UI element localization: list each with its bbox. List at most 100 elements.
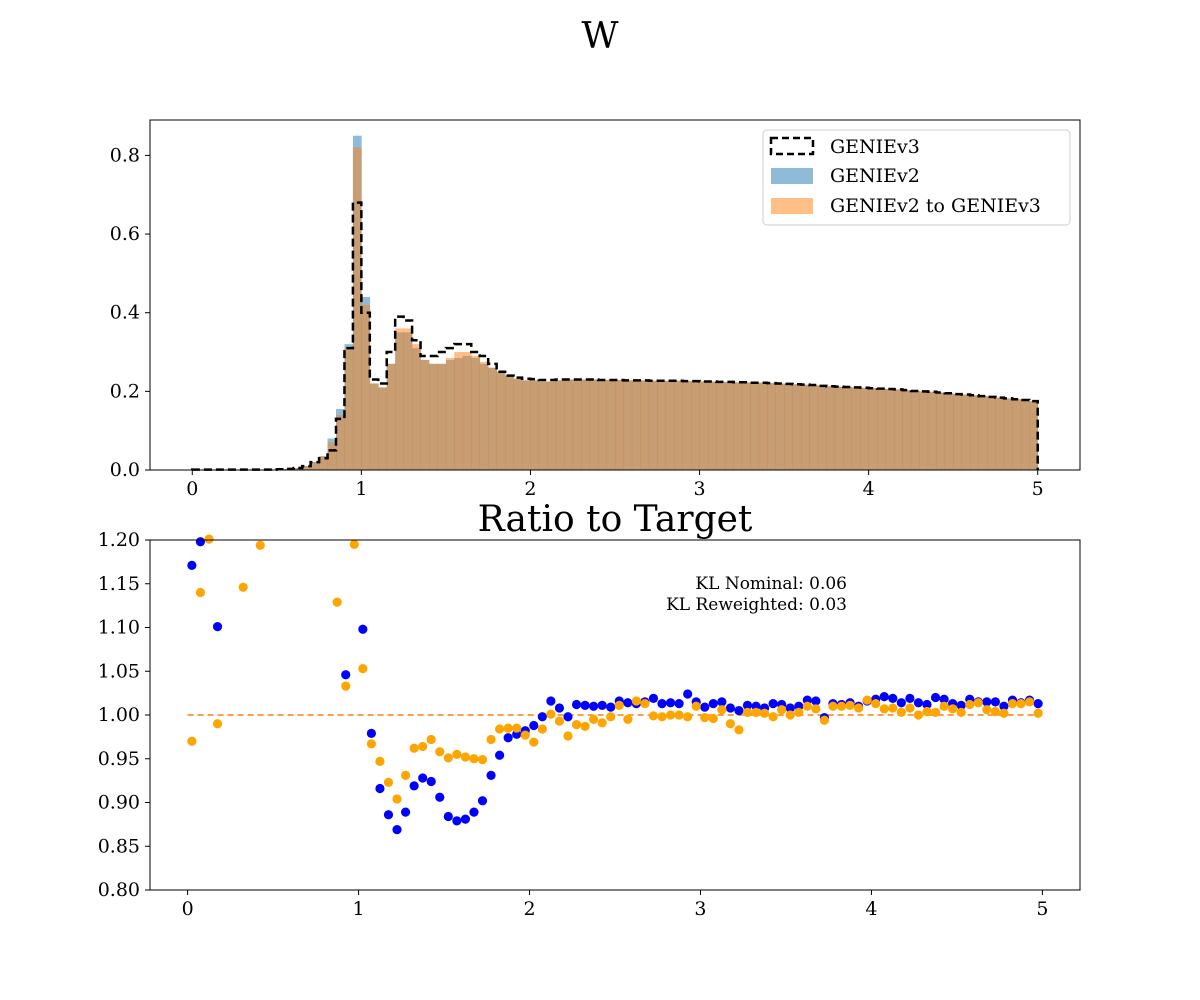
- ratio-point: [443, 811, 453, 822]
- ratio-point: [930, 707, 941, 717]
- ratio-point: [435, 792, 445, 802]
- ratio-point: [537, 724, 547, 734]
- ratio-point: [665, 710, 676, 720]
- histogram-bar: [767, 383, 776, 470]
- legend-label-genie-v2-to-v3: GENIEv2 to GENIEv3: [830, 195, 1041, 217]
- ratio-point: [990, 706, 1000, 717]
- ratio-point: [956, 700, 966, 710]
- ratio-point: [187, 560, 197, 570]
- histogram-axes-frame: [149, 119, 1081, 471]
- histogram-bar: [369, 383, 379, 470]
- ratio-point: [973, 698, 983, 708]
- histogram-bar: [462, 352, 472, 470]
- ratio-point: [913, 698, 924, 708]
- ratio-point: [879, 704, 889, 714]
- ratio-point: [520, 730, 530, 740]
- ratio-point: [212, 622, 223, 632]
- ratio-point: [366, 739, 376, 749]
- ratio-point: [358, 624, 368, 634]
- ratio-panel: Ratio to Target 0 1 2 3 4 5 0.80 0.85 0.90 0.95 1…: [98, 499, 1081, 920]
- ratio-point: [896, 698, 906, 708]
- ratio-point: [794, 707, 804, 717]
- histogram-bar: [877, 388, 886, 470]
- ratio-point: [400, 770, 411, 780]
- ratio-point: [862, 695, 872, 705]
- ratio-point: [554, 716, 565, 726]
- ratio-point: [854, 703, 864, 713]
- histogram-bar: [564, 379, 574, 470]
- ratio-point: [195, 537, 206, 547]
- histogram-bar: [496, 371, 506, 470]
- histogram-bar: [843, 387, 853, 470]
- histogram-bar: [327, 442, 337, 470]
- histogram-bar: [572, 379, 582, 470]
- y-tick-label: 1.05: [98, 660, 140, 682]
- histogram-bar: [293, 468, 303, 470]
- histogram-bar: [792, 384, 802, 470]
- x-tick-label: 0: [182, 898, 194, 920]
- histogram-bar: [615, 379, 624, 470]
- histogram-bar: [386, 363, 396, 470]
- legend-label-genie-v2: GENIEv2: [830, 165, 920, 187]
- histogram-bar: [513, 378, 523, 470]
- ratio-point: [742, 700, 753, 710]
- histogram-bar: [716, 381, 726, 470]
- ratio-point: [905, 703, 915, 713]
- ratio-point: [349, 539, 359, 549]
- ratio-point: [477, 796, 488, 806]
- ratio-point: [606, 712, 616, 722]
- ratio-series-1: [187, 534, 1043, 804]
- y-tick-label: 0.85: [98, 835, 140, 857]
- histogram-panel: 0 1 2 3 4 5 0.0 0.2 0.4 0.6 0.8 GENIEv3 GENIEv2 G…: [110, 119, 1081, 500]
- histogram-bar: [471, 355, 481, 470]
- ratio-point: [751, 707, 761, 717]
- ratio-point: [700, 713, 710, 723]
- histogram-bar: [488, 367, 497, 470]
- ratio-point: [187, 736, 197, 746]
- ratio-point: [631, 696, 641, 706]
- ratio-point: [255, 540, 265, 550]
- ratio-point: [460, 814, 471, 824]
- x-tick-label: 3: [694, 898, 706, 920]
- legend-swatch-genie-v2: [771, 168, 813, 184]
- ratio-point: [375, 783, 385, 794]
- x-tick-label: 5: [1032, 478, 1044, 500]
- ratio-points: [187, 534, 1043, 835]
- histogram-bar: [657, 380, 667, 470]
- legend-swatch-genie-v3: [769, 136, 815, 156]
- ratio-point: [358, 664, 368, 674]
- ratio-point: [418, 741, 428, 752]
- ratio-x-axis: 0 1 2 3 4 5: [182, 890, 1048, 920]
- ratio-point: [238, 582, 248, 592]
- ratio-point: [383, 777, 394, 787]
- ratio-point: [785, 710, 795, 720]
- ratio-point: [811, 696, 821, 706]
- histogram-bar: [834, 386, 844, 470]
- histogram-bar: [429, 363, 438, 470]
- histogram-bar: [1003, 398, 1013, 470]
- ratio-point: [879, 692, 889, 702]
- x-tick-label: 3: [693, 478, 705, 500]
- y-tick-label: 0.6: [110, 223, 140, 245]
- ratio-point: [204, 534, 214, 544]
- ratio-point: [768, 712, 778, 722]
- histogram-bar: [682, 381, 692, 470]
- x-tick-label: 0: [186, 478, 198, 500]
- ratio-point: [469, 754, 479, 764]
- histogram-bar: [970, 395, 979, 470]
- ratio-point: [580, 721, 590, 731]
- histogram-bar: [395, 328, 404, 470]
- ratio-point: [212, 719, 223, 729]
- histogram-genie-v3-step: [191, 201, 1039, 471]
- ratio-point: [896, 707, 906, 717]
- ratio-point: [623, 698, 633, 708]
- histogram-bar: [801, 384, 810, 470]
- ratio-point: [435, 747, 445, 757]
- histogram-bar: [606, 379, 616, 470]
- y-tick-label: 0.0: [110, 459, 140, 481]
- ratio-point: [785, 703, 795, 713]
- histogram-bar: [378, 387, 388, 470]
- ratio-point: [742, 707, 753, 717]
- ratio-point: [939, 701, 949, 711]
